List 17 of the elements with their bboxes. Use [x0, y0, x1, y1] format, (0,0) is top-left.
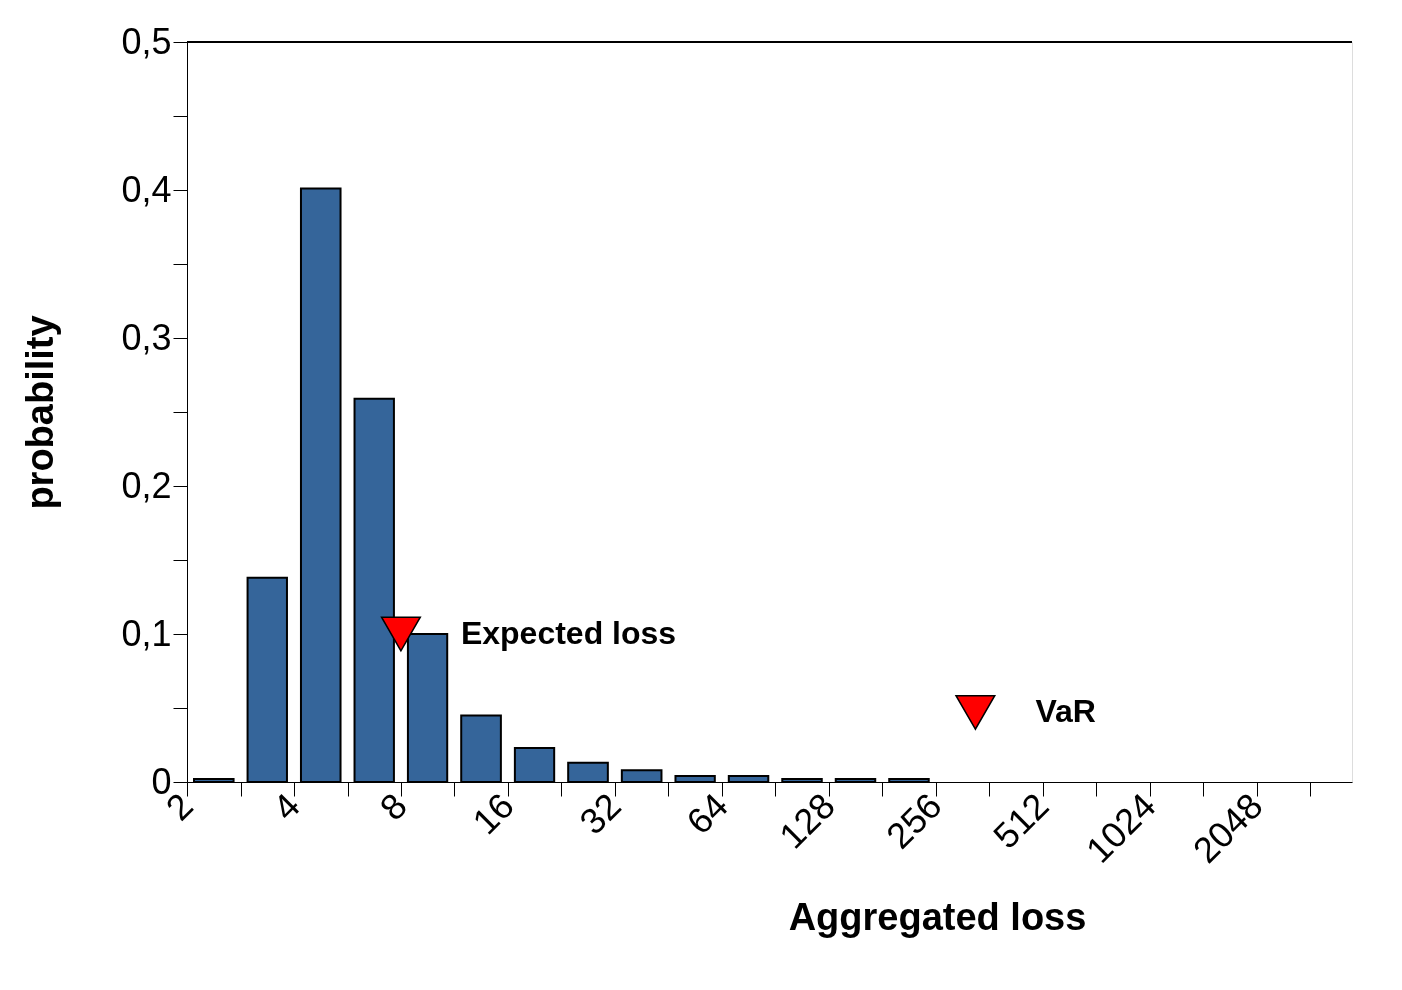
- x-tick-label: 64: [678, 784, 736, 843]
- x-tick-label: 256: [878, 784, 950, 857]
- y-tick-label: 0,2: [121, 464, 172, 506]
- x-tick-label: 4: [264, 784, 308, 829]
- y-tick-label: 0,5: [121, 20, 172, 62]
- y-tick-label: 0,4: [121, 168, 172, 210]
- annotation: Expected loss: [460, 615, 677, 651]
- y-tick-label: 0,3: [121, 316, 172, 358]
- x-axis-title: Aggregated loss: [788, 895, 1087, 938]
- x-tick-label: 32: [571, 784, 629, 843]
- y-tick-label: 0,1: [121, 612, 172, 654]
- y-axis-title: probability: [19, 315, 62, 510]
- annotation: VaR: [1035, 693, 1096, 730]
- x-tick-label: 128: [771, 784, 843, 857]
- x-tick-label: 8: [371, 784, 415, 829]
- x-tick-label: 512: [985, 784, 1057, 857]
- x-tick-label: 16: [464, 784, 522, 843]
